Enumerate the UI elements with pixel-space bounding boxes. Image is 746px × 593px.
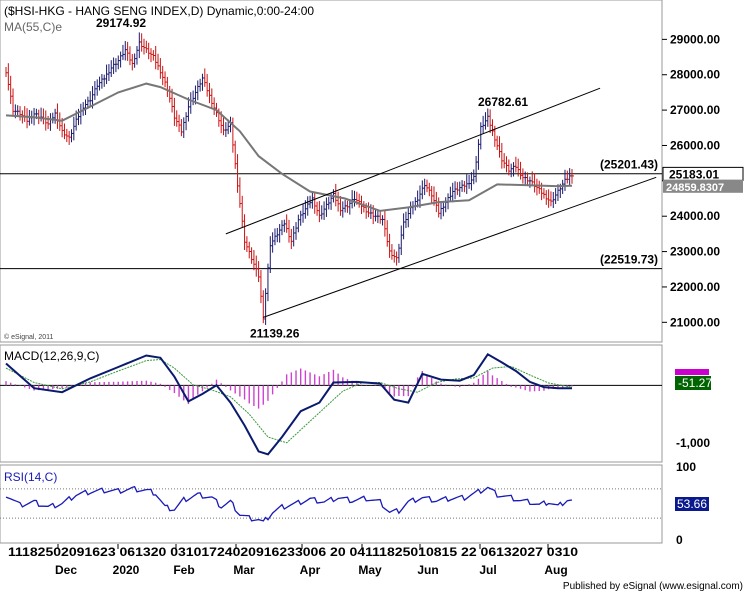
price-bars [5,32,574,325]
price-tick-label: 27000.00 [670,103,720,117]
macd-value-tag-box [675,376,711,390]
peak-label: 26782.61 [478,95,528,109]
month-label: Jun [417,563,438,577]
ma-value-tag-box [663,179,743,193]
rsi-line [5,485,573,522]
price-tick-label: 28000.00 [670,68,720,82]
low-label: 21139.26 [250,326,300,340]
price-tick-label: 22000.00 [670,280,720,294]
month-label: Aug [544,563,567,577]
moving-average [5,82,573,212]
rsi-title: RSI(14,C) [4,470,57,484]
macd-panel-frame [0,344,663,463]
chart-title: ($HSI-HKG - HANG SENG INDEX,D) Dynamic,0… [4,4,314,18]
month-label: 2020 [113,563,140,577]
price-tick-label: 29000.00 [670,32,720,46]
channel-upper-line [225,87,601,235]
support-label: (22519.73) [600,253,658,267]
reference-lines [0,173,662,270]
x-axis-day-ticks: 11182502091623 061320 031017240209162330… [8,545,578,559]
macd-tag-group: -51.27 [675,369,712,390]
price-tick-label: 23000.00 [670,245,720,259]
ma-55-line [5,82,573,212]
macd-lines [5,352,573,456]
histogram-swatch [675,369,709,375]
macd-value-tag: -51.27 [678,376,712,390]
price-tick-label: 24000.00 [670,209,720,223]
last-price-tag: 25183.01 [669,167,719,181]
copyright-label: © eSignal, 2011 [4,333,54,341]
published-label: Published by eSignal (www.esignal.com) [563,581,743,592]
x-axis-months: Dec 2020 Feb Mar Apr May Jun Jul Aug [55,544,568,577]
high-label: 29174.92 [96,16,146,30]
month-label: Dec [55,563,77,577]
month-label: Jul [479,563,496,577]
macd-histogram [5,368,573,409]
resistance-label: (25201.43) [600,158,658,172]
rsi-tag-group: 53.66 [675,497,709,511]
rsi-axis: 100 0 [0,460,696,547]
rsi-lines [5,485,573,522]
ma-label: MA(55,C)e [4,20,62,34]
price-annotations: 29174.92 26782.61 21139.26 (25201.43) (22519… [96,16,658,340]
channel-lower-line [263,176,657,318]
macd-signal-line [5,358,573,444]
macd-title: MACD(12,26,9,C) [4,349,99,363]
rsi-tick-label: 100 [676,460,696,474]
price-tick-label: 26000.00 [670,138,720,152]
ma-value-tag: 24859.8307 [666,182,724,194]
rsi-value-tag-box [675,497,709,511]
month-label: Apr [300,563,321,577]
month-label: Mar [233,563,255,577]
macd-line [5,352,573,456]
price-tick-label: 21000.00 [670,315,720,329]
rsi-tick-label: 0 [676,533,683,547]
rsi-value-tag: 53.66 [677,497,707,511]
price-panel-frame [0,0,663,343]
trend-channel [225,87,657,318]
rsi-panel-frame [0,464,663,544]
month-label: Feb [173,563,194,577]
month-label: May [358,563,382,577]
macd-tick-label: -1,000 [676,436,710,450]
